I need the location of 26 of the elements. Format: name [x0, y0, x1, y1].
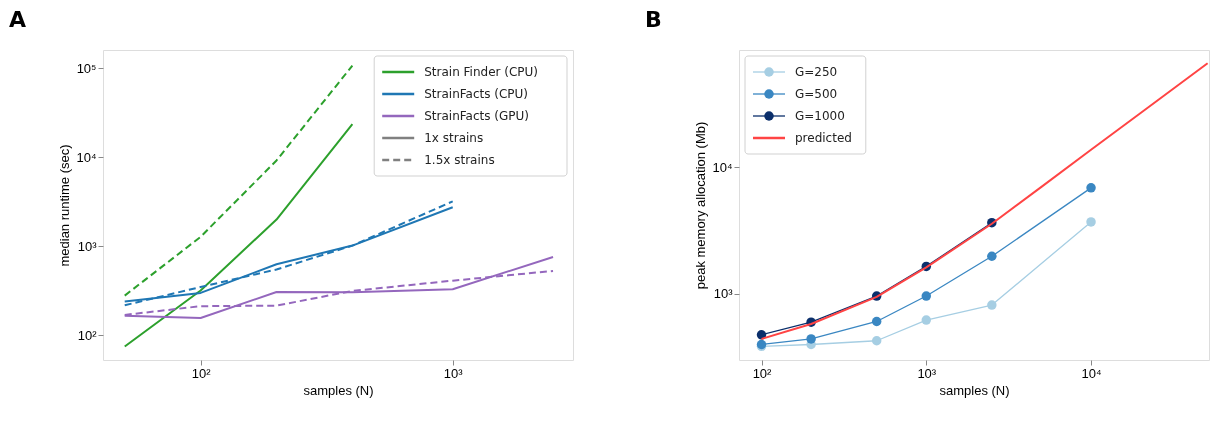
x-tick-label: 10²: [191, 365, 212, 381]
chart-title: A: [8, 7, 26, 32]
y-tick-label: 10²: [77, 327, 98, 343]
y-tick-label: 10⁴: [76, 149, 97, 165]
x-tick-label: 10³: [917, 365, 937, 381]
legend-label: StrainFacts (CPU): [424, 87, 529, 101]
y-axis-title: median runtime (sec): [57, 144, 73, 267]
chart-title: B: [644, 7, 662, 32]
x-tick-label: 10³: [443, 365, 464, 381]
x-tick-label: 10⁴: [1081, 365, 1102, 381]
line-series: [123, 64, 354, 297]
legend-label: G=500: [795, 87, 838, 101]
y-tick-label: 10⁵: [76, 60, 97, 76]
legend-label: predicted: [795, 131, 852, 145]
annotation: 1x strains: [424, 131, 484, 145]
line-series: [123, 123, 354, 348]
annotation: 1.5x strains: [424, 153, 495, 167]
legend-label: G=1000: [795, 109, 845, 123]
legend-label: StrainFacts (GPU): [424, 109, 529, 123]
x-axis-title: samples (N): [303, 382, 374, 398]
x-tick-label: 10²: [752, 365, 773, 381]
y-tick-label: 10³: [77, 238, 98, 254]
x-axis-title: samples (N): [939, 382, 1010, 398]
y-axis-title: peak memory allocation (Mb): [693, 121, 709, 290]
legend-label: G=250: [795, 65, 838, 79]
legend-label: Strain Finder (CPU): [424, 65, 539, 79]
